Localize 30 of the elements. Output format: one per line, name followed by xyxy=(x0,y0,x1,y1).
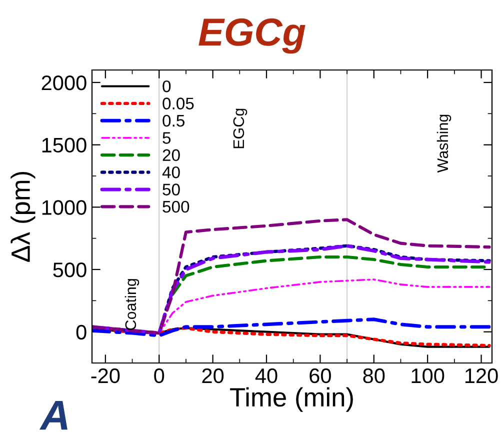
x-tick-label: 80 xyxy=(363,368,385,384)
x-tick-label: 0 xyxy=(154,368,164,384)
text: A xyxy=(39,400,68,430)
legend-label: 40 xyxy=(162,166,180,178)
y-tick-label: 0 xyxy=(76,324,86,340)
y-tick-label: 500 xyxy=(53,262,86,278)
x-tick-label: 100 xyxy=(412,368,444,384)
y-tick-label: 1500 xyxy=(42,138,86,153)
annotation: Washing xyxy=(436,114,452,173)
legend-label: 500 xyxy=(162,200,190,213)
legend-label: 0 xyxy=(162,80,171,92)
line-series xyxy=(92,244,491,335)
legend-label: 0.05 xyxy=(162,98,194,110)
legend-label: 20 xyxy=(162,149,180,162)
legend-label: 50 xyxy=(162,184,180,196)
x-tick-label: 60 xyxy=(310,368,331,384)
y-axis-title: Δλ (pm) xyxy=(10,172,36,262)
chart-title: EGCg xyxy=(198,18,306,54)
annotation: EGCg xyxy=(233,108,248,148)
x-tick-label: 120 xyxy=(465,368,498,384)
legend-label: 5 xyxy=(162,132,171,144)
y-tick-label: 1000 xyxy=(42,200,86,215)
x-axis-title: Time (min) xyxy=(230,387,353,412)
legend-label: 0.5 xyxy=(162,114,184,127)
line-series xyxy=(92,218,491,335)
x-tick-label: 40 xyxy=(255,368,278,384)
y-tick-label: 2000 xyxy=(42,75,86,90)
x-tick-label: -20 xyxy=(91,368,120,384)
x-tick-label: 20 xyxy=(202,368,224,384)
annotation: Coating xyxy=(124,279,140,330)
